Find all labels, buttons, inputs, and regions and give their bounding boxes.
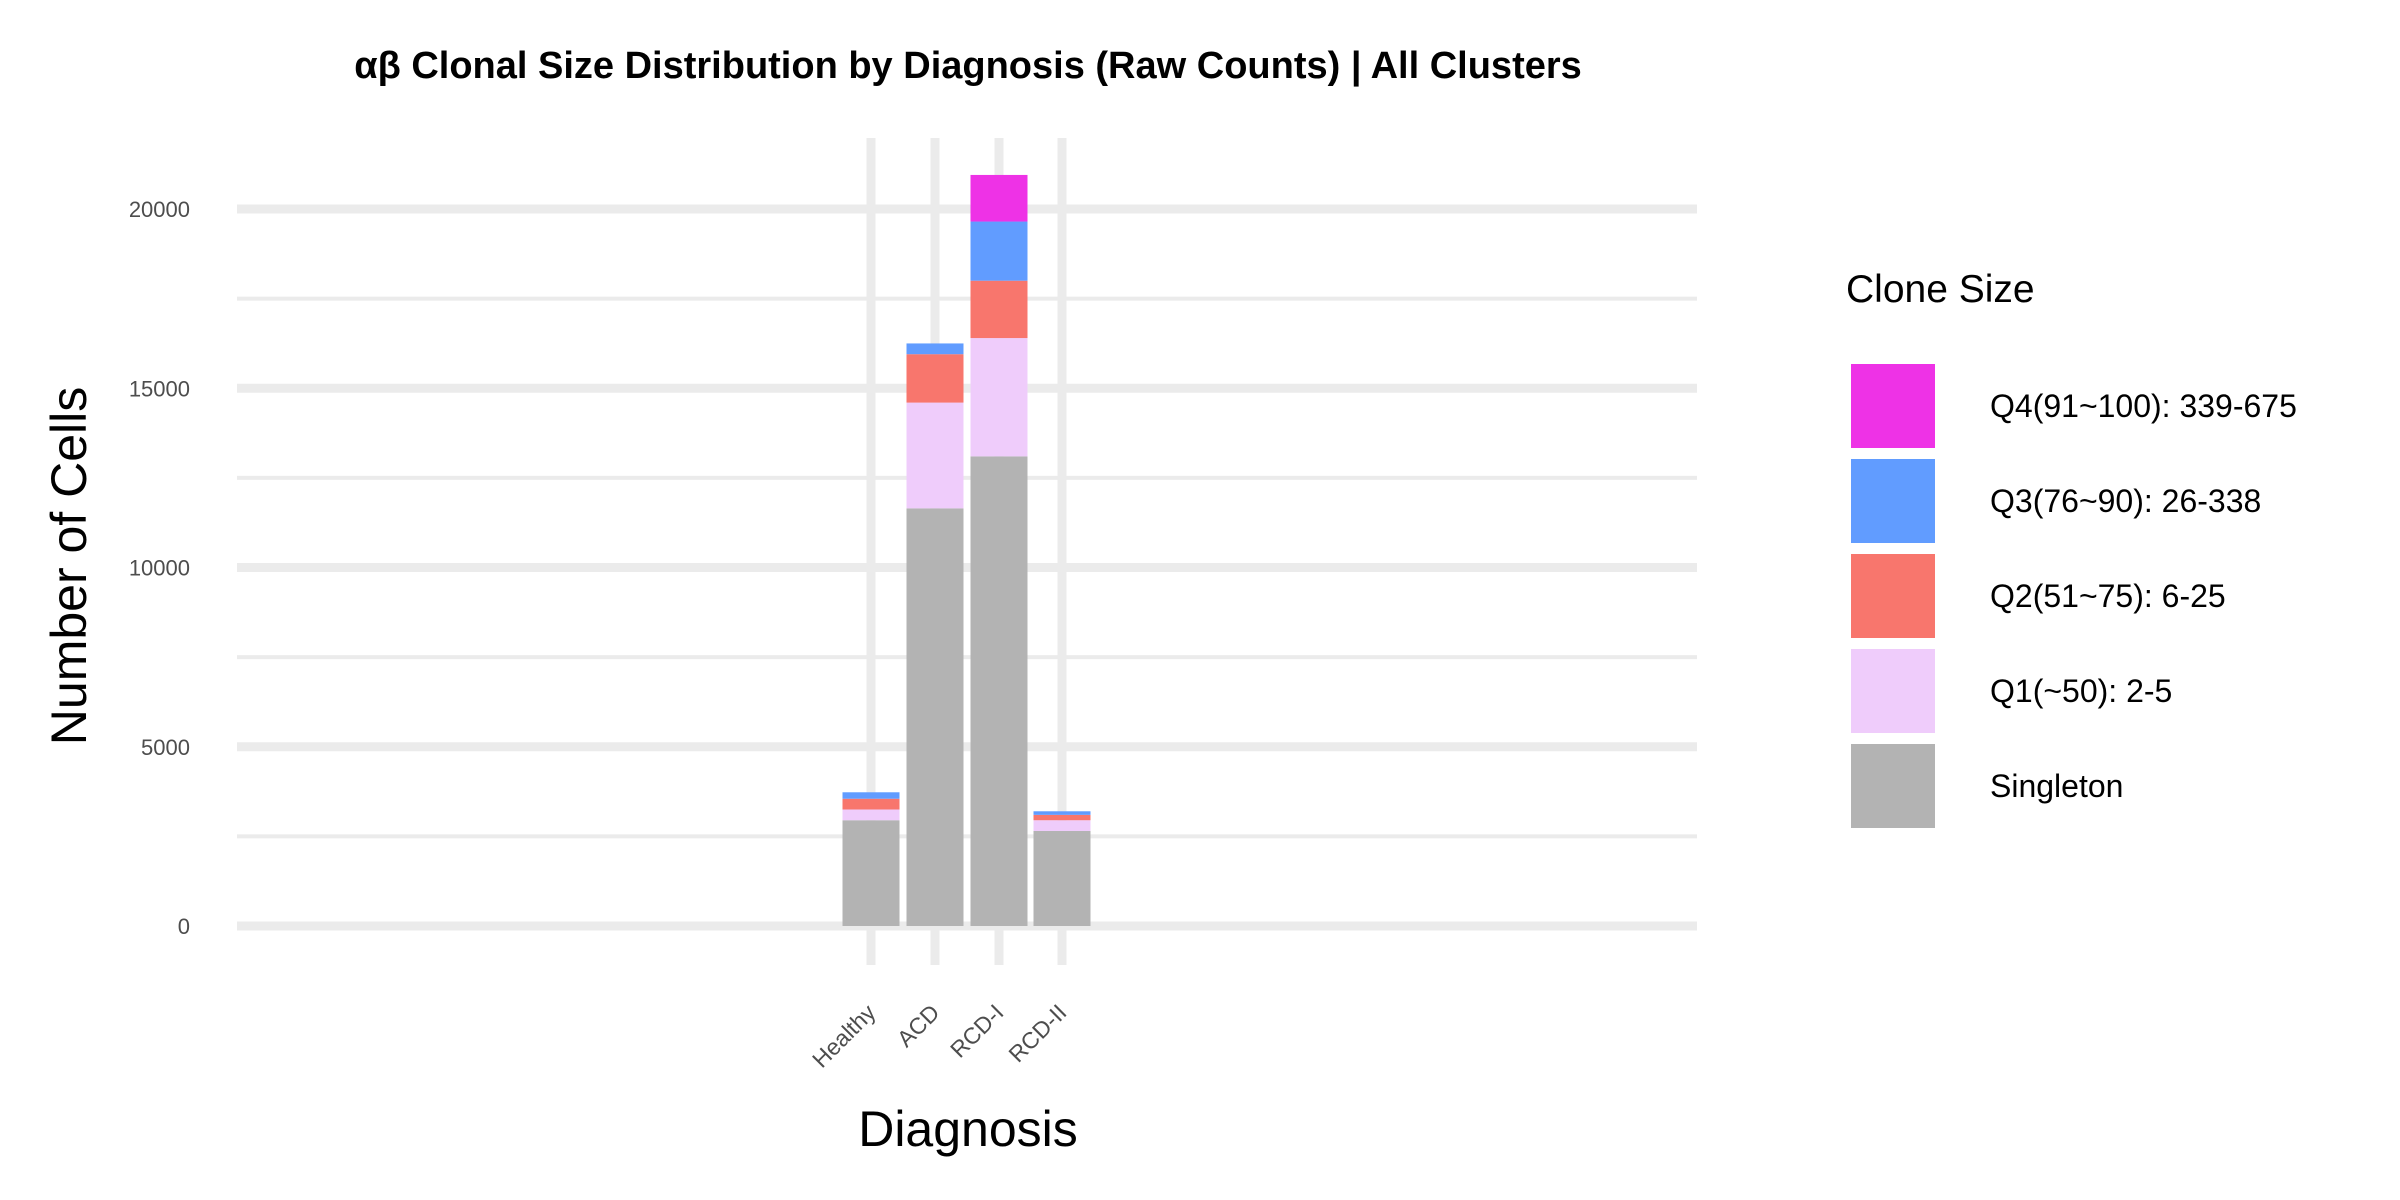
legend-label: Q2(51~75): 6-25 — [1990, 578, 2226, 614]
legend-swatch — [1851, 554, 1935, 638]
x-tick-label: ACD — [892, 999, 945, 1052]
legend-label: Q4(91~100): 339-675 — [1990, 388, 2297, 424]
bar-segment — [906, 343, 964, 355]
legend-swatch — [1851, 364, 1935, 448]
y-axis-ticks: 0 5000 10000 15000 20000 — [129, 197, 190, 939]
bar-segment — [1033, 811, 1091, 815]
bar-segment — [1033, 814, 1091, 821]
legend-swatch — [1851, 744, 1935, 828]
y-tick-label: 20000 — [129, 197, 190, 222]
legend-title: Clone Size — [1846, 268, 2035, 311]
bars — [842, 174, 1091, 926]
y-tick-label: 0 — [178, 914, 190, 939]
bar-segment — [842, 820, 900, 926]
x-tick-label: Healthy — [807, 999, 881, 1073]
bar-segment — [970, 338, 1028, 457]
legend: Clone Size Q4(91~100): 339-675 Q3(76~90):… — [1846, 268, 2297, 828]
bar-segment — [970, 456, 1028, 926]
y-tick-label: 10000 — [129, 556, 190, 581]
bar-segment — [906, 354, 964, 403]
legend-swatch — [1851, 459, 1935, 543]
grid — [237, 138, 1697, 965]
legend-label: Q1(~50): 2-5 — [1990, 673, 2172, 709]
x-tick-label: RCD-II — [1003, 999, 1071, 1067]
bar-segment — [970, 280, 1028, 339]
bar-segment — [970, 221, 1028, 281]
bar-segment — [842, 792, 900, 799]
x-tick-label: RCD-I — [945, 999, 1009, 1063]
y-tick-label: 5000 — [141, 735, 190, 760]
bar-segment — [906, 402, 964, 509]
bar-segment — [970, 174, 1028, 222]
chart-title: αβ Clonal Size Distribution by Diagnosis… — [354, 45, 1582, 87]
legend-swatch — [1851, 649, 1935, 733]
y-tick-label: 15000 — [129, 376, 190, 401]
x-axis-title: Diagnosis — [858, 1101, 1078, 1157]
bar-segment — [1033, 830, 1091, 926]
legend-label: Singleton — [1990, 768, 2123, 804]
bar-segment — [906, 508, 964, 926]
bar-segment — [842, 809, 900, 821]
y-axis-title: Number of Cells — [41, 387, 97, 745]
legend-label: Q3(76~90): 26-338 — [1990, 483, 2261, 519]
bar-segment — [1033, 820, 1091, 831]
bar-segment — [842, 798, 900, 810]
